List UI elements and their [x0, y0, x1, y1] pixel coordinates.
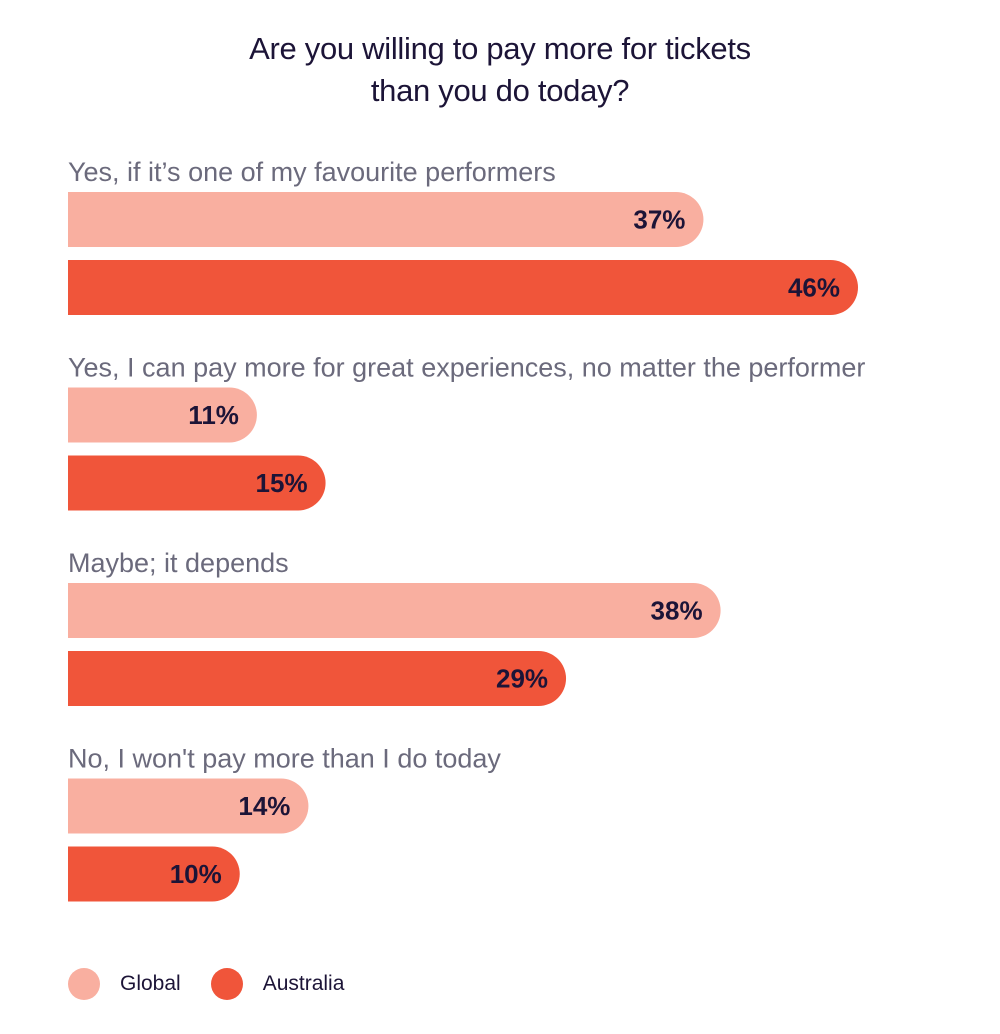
legend-item-global: Global: [68, 968, 181, 1000]
data-label: 38%: [651, 596, 703, 626]
bar-australia: [68, 651, 567, 706]
data-label: 46%: [788, 273, 840, 303]
category-label: No, I won't pay more than I do today: [68, 744, 501, 774]
legend-label-australia: Australia: [262, 972, 345, 995]
data-label: 15%: [256, 468, 308, 498]
legend: Global Australia: [68, 968, 374, 1000]
bar-global: [68, 192, 704, 247]
legend-swatch-australia: [210, 968, 243, 1000]
category-label: Maybe; it depends: [68, 548, 289, 578]
legend-item-australia: Australia: [210, 968, 345, 1000]
category-label: Yes, I can pay more for great experience…: [68, 353, 865, 383]
data-label: 37%: [633, 205, 685, 235]
bar-global: [68, 778, 309, 834]
bar-australia: [68, 260, 858, 315]
data-label: 11%: [188, 400, 239, 430]
bar-global: [68, 387, 257, 443]
data-label: 14%: [238, 791, 290, 821]
legend-label-global: Global: [120, 972, 181, 995]
data-label: 10%: [170, 859, 222, 889]
data-label: 29%: [496, 664, 548, 694]
chart-title-line-1: Are you willing to pay more for tickets: [249, 31, 751, 66]
bar-australia: [68, 846, 240, 902]
chart-title-line-2: than you do today?: [370, 73, 630, 108]
bar-australia: [68, 455, 326, 511]
bar-global: [68, 583, 721, 638]
category-label: Yes, if it’s one of my favourite perform…: [68, 157, 556, 187]
legend-swatch-global: [68, 968, 100, 1000]
chart-title: Are you willing to pay more for tickets …: [0, 28, 1000, 112]
